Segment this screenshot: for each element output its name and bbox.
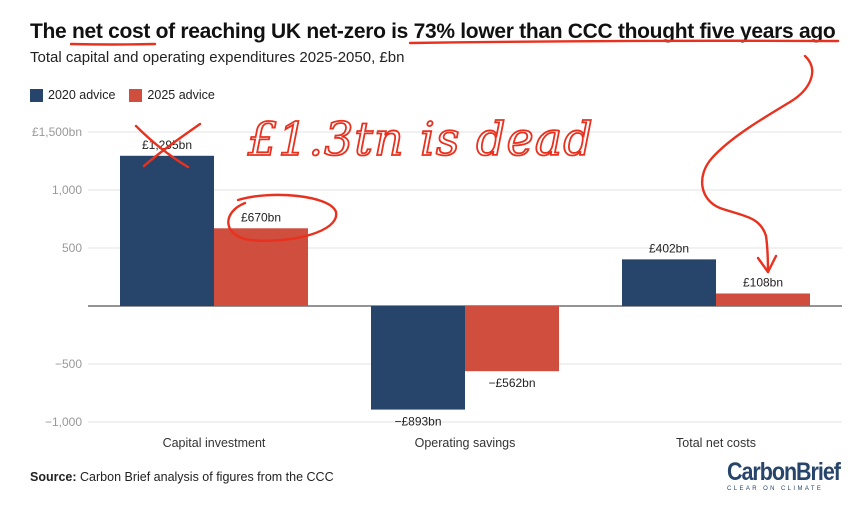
- x-category-label: Total net costs: [676, 436, 756, 450]
- x-category-label: Operating savings: [415, 436, 516, 450]
- y-tick-label: £1,500bn: [32, 125, 82, 139]
- source-note: Source: Carbon Brief analysis of figures…: [30, 470, 334, 484]
- annotation-underline-net-cost: [69, 42, 157, 46]
- legend-item-2025: 2025 advice: [129, 88, 215, 102]
- legend-label-2020: 2020 advice: [48, 88, 116, 102]
- annotation-circle: [227, 193, 338, 242]
- source-label: Source:: [30, 470, 77, 484]
- carbonbrief-logo: CarbonBrief CLEAR ON CLIMATE: [727, 458, 845, 493]
- y-tick-label: 500: [62, 241, 82, 255]
- data-label: £402bn: [649, 241, 689, 255]
- data-label: £670bn: [241, 210, 281, 224]
- annotation-arrow: [700, 54, 814, 274]
- x-category-label: Capital investment: [163, 436, 266, 450]
- annotation-handwritten-text: £1.3tn is dead: [247, 112, 594, 166]
- handwritten-annotations: £1.3tn is dead: [69, 39, 840, 274]
- chart-subtitle: Total capital and operating expenditures…: [30, 49, 405, 66]
- title-part-1: The: [30, 20, 72, 43]
- bar-2020-operating-savings: [371, 306, 465, 410]
- data-label: −£893bn: [394, 415, 441, 429]
- y-tick-label: −1,000: [45, 415, 82, 429]
- legend-swatch-2020: [30, 88, 43, 102]
- bar-2025-operating-savings: [465, 306, 559, 372]
- brand-tagline: CLEAR ON CLIMATE: [727, 486, 824, 492]
- legend-item-2020: 2020 advice: [30, 88, 115, 102]
- annotation-arrowhead: [756, 254, 778, 274]
- y-tick-label: −500: [55, 357, 82, 371]
- title-part-3: of reaching UK net-zero is: [150, 20, 414, 43]
- bar-2020-capital-investment: [120, 155, 214, 306]
- title-part-net-cost: net cost: [71, 20, 151, 43]
- bars: [120, 155, 810, 410]
- title-part-percent: 73% lower than CCC thought five years ag…: [413, 20, 836, 43]
- legend: 2020 advice 2025 advice: [30, 88, 215, 102]
- source-text: Carbon Brief analysis of figures from th…: [76, 470, 334, 484]
- annotation-cross-mark: [134, 122, 202, 169]
- bar-2025-total-net-costs: [716, 293, 810, 306]
- bar-2020-total-net-costs: [622, 259, 716, 306]
- annotation-underline-percent: [408, 39, 840, 45]
- data-label: −£562bn: [488, 376, 535, 390]
- legend-swatch-2025: [129, 88, 143, 102]
- legend-label-2025: 2025 advice: [147, 88, 215, 102]
- labels: £1,500bn 1,000 500 −500 −1,000 £1,295bn £670bn…: [32, 125, 783, 450]
- brand-name: CarbonBrief: [727, 458, 841, 486]
- chart-title: The net cost of reaching UK net-zero is …: [30, 20, 836, 44]
- data-label: £1,295bn: [142, 138, 192, 152]
- y-tick-label: 1,000: [52, 183, 82, 197]
- data-label: £108bn: [743, 275, 783, 289]
